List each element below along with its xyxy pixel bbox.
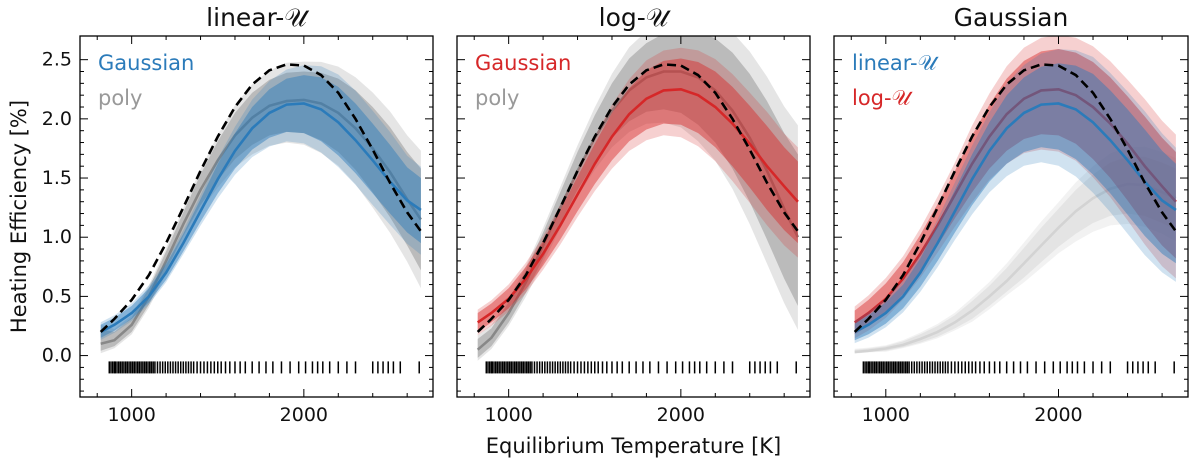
legend-entry: Gaussian — [475, 51, 571, 75]
gaussian-credible-band — [100, 75, 421, 338]
linear-outer-band — [854, 49, 1176, 344]
panel-3: 1000 2000 Gaussian linear-𝒰 log-𝒰 — [833, 3, 1189, 426]
true-curve — [853, 63, 1177, 333]
plot-area — [476, 36, 800, 374]
gaussian-outer-band — [100, 65, 421, 340]
panel-2: 1000 2000 log-𝒰 Gaussian poly — [456, 3, 811, 426]
legend-entry: log-𝒰 — [852, 86, 914, 110]
plot-area — [99, 61, 422, 374]
gaussian-median-line — [476, 87, 799, 324]
poly-credible-band — [100, 71, 421, 351]
panel-title: linear-𝒰 — [206, 3, 310, 32]
panel-1: 1000 2000 0.0 0.5 1.0 1.5 2.0 2.5 linear-𝒰 Gaussi… — [42, 3, 434, 426]
y-tick-label: 1.5 — [42, 167, 72, 189]
panels: 1000 2000 0.0 0.5 1.0 1.5 2.0 2.5 linear-𝒰 Gaussi… — [42, 3, 1189, 426]
x-tick-label: 1000 — [862, 404, 910, 426]
axes-frame — [833, 35, 1189, 398]
plot-area — [853, 36, 1177, 374]
x-tick-label: 1000 — [107, 404, 155, 426]
background-credible-band — [854, 156, 1176, 354]
rug-plot — [108, 361, 420, 374]
linear-median-line — [854, 102, 1177, 334]
x-tick-label: 2000 — [1034, 404, 1082, 426]
background-median-line — [854, 182, 1177, 354]
background-outer-band — [854, 146, 1176, 354]
y-axis-label: Heating Efficiency [%] — [7, 100, 31, 333]
gaussian-credible-band — [477, 58, 798, 332]
log-outer-band — [854, 36, 1176, 339]
x-axis-label: Equilibrium Temperature [K] — [486, 434, 782, 458]
gaussian-outer-band — [477, 47, 798, 336]
axes-frame — [79, 35, 434, 398]
log-median-line — [853, 87, 1177, 324]
rug-plot — [862, 361, 1175, 374]
poly-outer-band — [100, 61, 421, 354]
panel-title: log-𝒰 — [599, 3, 672, 32]
axes-frame — [456, 35, 811, 398]
linear-credible-band — [854, 63, 1176, 341]
gaussian-median-line — [100, 102, 422, 334]
legend-entry: Gaussian — [98, 51, 194, 75]
legend-entry: linear-𝒰 — [852, 51, 940, 75]
legend-entry: poly — [98, 86, 142, 110]
rug-plot — [485, 361, 797, 374]
x-tick-label: 2000 — [657, 404, 705, 426]
y-tick-label: 1.0 — [42, 226, 72, 248]
panel-title: Gaussian — [954, 3, 1069, 32]
poly-credible-band — [477, 36, 798, 358]
true-curve — [99, 63, 422, 333]
poly-outer-band — [477, 36, 798, 361]
legend-entry: poly — [475, 86, 519, 110]
y-tick-label: 0.5 — [42, 285, 72, 307]
y-tick-label: 2.0 — [42, 108, 72, 130]
true-curve — [476, 63, 799, 333]
log-credible-band — [854, 49, 1176, 335]
y-tick-label: 2.5 — [42, 49, 72, 71]
y-tick-label: 0.0 — [42, 345, 72, 367]
x-tick-label: 2000 — [280, 404, 328, 426]
x-tick-label: 1000 — [484, 404, 532, 426]
